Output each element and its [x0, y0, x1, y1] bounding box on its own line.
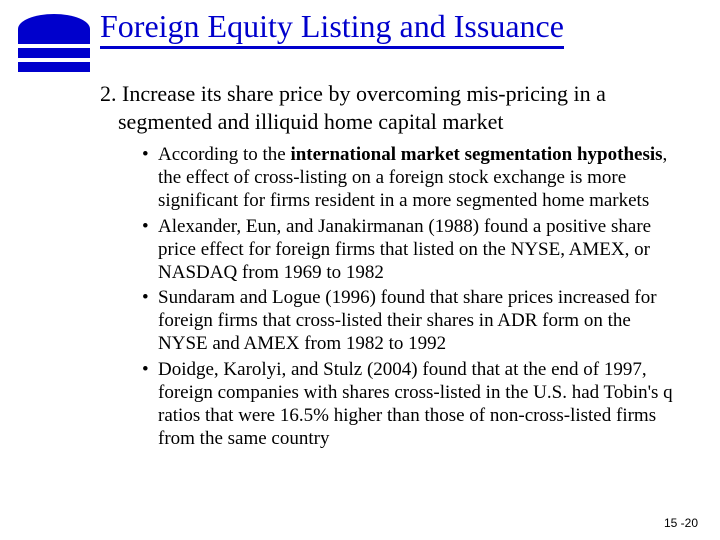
list-item: According to the international market se…	[142, 143, 682, 213]
list-item: Doidge, Karolyi, and Stulz (2004) found …	[142, 358, 682, 451]
main-point: 2. Increase its share price by overcomin…	[92, 80, 682, 135]
main-point-number: 2.	[100, 81, 117, 106]
slide-title: Foreign Equity Listing and Issuance	[100, 8, 564, 49]
bullet-pre: According to the	[158, 144, 290, 165]
bullet-pre: Doidge, Karolyi, and Stulz (2004) found …	[158, 359, 673, 450]
page-number: 15 -20	[664, 516, 698, 530]
bullet-bold: international market segmentation hypoth…	[290, 144, 662, 165]
slide-content: 2. Increase its share price by overcomin…	[0, 74, 720, 450]
main-point-text: Increase its share price by overcoming m…	[118, 81, 606, 134]
slide-header: Foreign Equity Listing and Issuance	[0, 0, 720, 74]
list-item: Sundaram and Logue (1996) found that sha…	[142, 286, 682, 356]
brand-logo	[18, 14, 90, 74]
list-item: Alexander, Eun, and Janakirmanan (1988) …	[142, 215, 682, 285]
bullet-list: According to the international market se…	[92, 143, 682, 450]
bullet-pre: Alexander, Eun, and Janakirmanan (1988) …	[158, 216, 651, 283]
bullet-pre: Sundaram and Logue (1996) found that sha…	[158, 287, 657, 354]
